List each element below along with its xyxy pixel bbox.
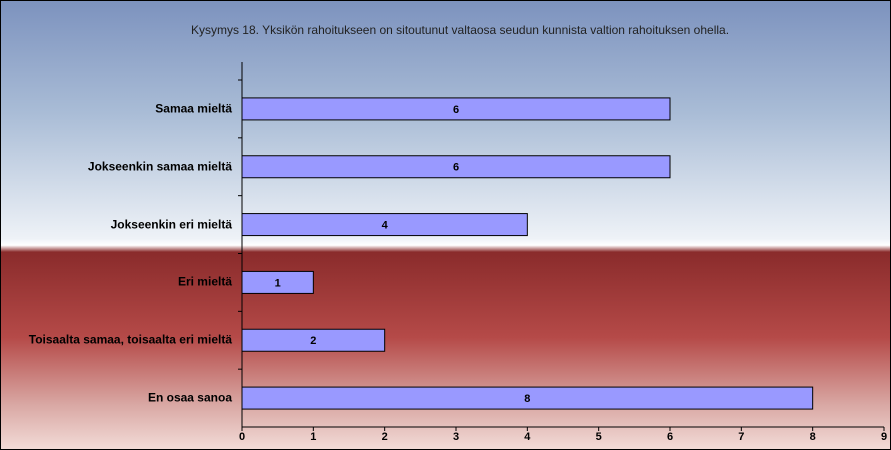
data-label: 4	[382, 219, 389, 231]
data-label: 6	[453, 162, 459, 174]
chart-title: Kysymys 18. Yksikön rahoitukseen on sito…	[190, 23, 730, 37]
data-label: 6	[453, 104, 459, 116]
bar	[241, 270, 314, 294]
data-label: 1	[275, 277, 281, 289]
x-tick-label: 0	[239, 431, 245, 443]
y-tick-label: Jokseenkin samaa mieltä	[87, 159, 232, 174]
bar	[241, 328, 386, 352]
bar	[241, 97, 671, 121]
y-tick-label: Jokseenkin eri mieltä	[110, 217, 232, 232]
x-tick-label: 6	[667, 431, 673, 443]
x-tick-label: 3	[453, 431, 459, 443]
x-tick-label: 5	[596, 431, 602, 443]
x-tick-label: 7	[738, 431, 744, 443]
data-label: 8	[524, 393, 530, 405]
x-tick-label: 8	[810, 431, 816, 443]
data-label: 2	[310, 335, 316, 347]
bar	[241, 386, 814, 410]
bar	[241, 155, 671, 179]
y-tick-label: Eri mieltä	[177, 274, 232, 289]
x-tick-label: 2	[382, 431, 388, 443]
y-tick-label: Samaa mieltä	[155, 101, 232, 116]
y-tick-label: Toisaalta samaa, toisaalta eri mieltä	[28, 332, 232, 347]
x-tick-label: 4	[524, 431, 531, 443]
x-tick-label: 1	[310, 431, 316, 443]
y-tick-label: En osaa sanoa	[147, 390, 232, 405]
bar	[241, 213, 528, 237]
x-tick-label: 9	[881, 431, 887, 443]
